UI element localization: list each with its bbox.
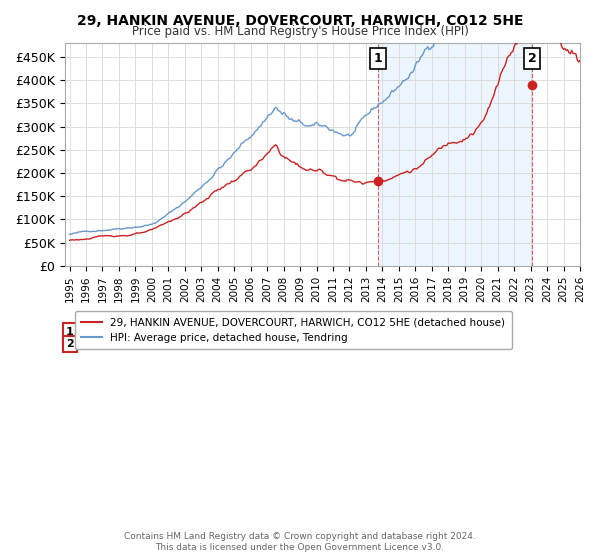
Text: 2: 2 (527, 52, 536, 65)
Text: 2: 2 (66, 339, 74, 349)
Text: Contains HM Land Registry data © Crown copyright and database right 2024.
This d: Contains HM Land Registry data © Crown c… (124, 532, 476, 552)
Text: 29, HANKIN AVENUE, DOVERCOURT, HARWICH, CO12 5HE: 29, HANKIN AVENUE, DOVERCOURT, HARWICH, … (77, 14, 523, 28)
Text: 04-OCT-2013        £182,000        13% ↓ HPI: 04-OCT-2013 £182,000 13% ↓ HPI (95, 326, 344, 337)
Text: 30-JAN-2023        £390,000        4% ↑ HPI: 30-JAN-2023 £390,000 4% ↑ HPI (95, 339, 334, 349)
Text: Price paid vs. HM Land Registry's House Price Index (HPI): Price paid vs. HM Land Registry's House … (131, 25, 469, 38)
Bar (378, 43, 532, 266)
Text: 1: 1 (66, 326, 74, 337)
Legend: 29, HANKIN AVENUE, DOVERCOURT, HARWICH, CO12 5HE (detached house), HPI: Average : 29, HANKIN AVENUE, DOVERCOURT, HARWICH, … (75, 311, 512, 349)
Text: 1: 1 (374, 52, 383, 65)
